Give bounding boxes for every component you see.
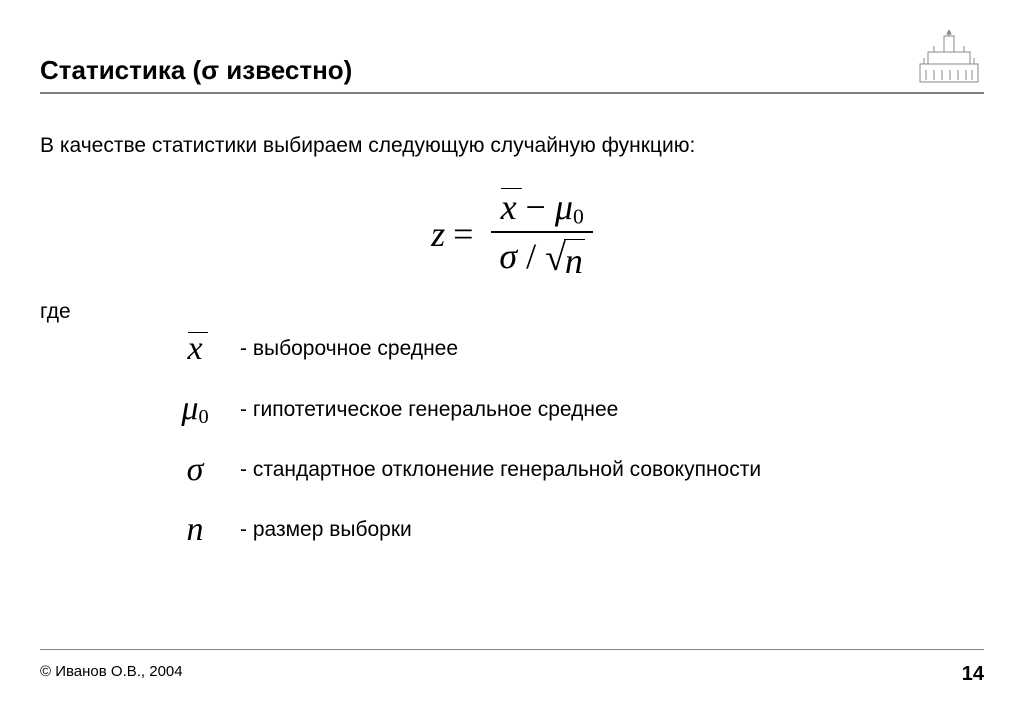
page-number: 14 <box>962 663 984 686</box>
footer-divider <box>40 649 984 650</box>
def-symbol-mu0: μ0 <box>160 390 230 429</box>
def-symbol-xbar: x <box>160 330 230 368</box>
definitions-list: x - выборочное среднее μ0 - гипотетическ… <box>160 330 984 549</box>
definition-row: n - размер выборки <box>160 511 984 549</box>
def-symbol-n: n <box>160 511 230 549</box>
equals-sign: = <box>453 213 473 255</box>
definition-row: x - выборочное среднее <box>160 330 984 368</box>
sqrt-arg: n <box>564 239 585 282</box>
def-desc: - гипотетическое генеральное среднее <box>240 398 618 422</box>
fraction-line <box>491 231 593 233</box>
fraction: x − μ0 σ / √ n <box>491 186 593 282</box>
formula-lhs: z <box>431 213 445 255</box>
page-title: Статистика (σ известно) <box>40 55 352 86</box>
definition-row: μ0 - гипотетическое генеральное среднее <box>160 390 984 429</box>
def-desc: - стандартное отклонение генеральной сов… <box>240 458 761 482</box>
mu-symbol: μ <box>555 187 573 227</box>
slash-sign: / <box>526 236 545 276</box>
institution-logo <box>914 30 984 86</box>
copyright-text: © Иванов О.В., 2004 <box>40 663 183 680</box>
z-statistic-formula: z = x − μ0 σ / √ n <box>431 186 593 282</box>
def-desc: - выборочное среднее <box>240 337 458 361</box>
intro-text: В качестве статистики выбираем следующую… <box>40 134 984 158</box>
sigma-symbol: σ <box>499 236 517 276</box>
definition-row: σ - стандартное отклонение генеральной с… <box>160 451 984 489</box>
numerator: x − μ0 <box>493 186 592 229</box>
def-symbol-sigma: σ <box>160 451 230 489</box>
minus-sign: − <box>526 187 555 227</box>
header: Статистика (σ известно) <box>40 30 984 94</box>
radical-sign: √ <box>545 241 566 284</box>
xbar-symbol: x <box>501 186 517 228</box>
mu-subscript: 0 <box>573 204 584 228</box>
denominator: σ / √ n <box>491 235 593 282</box>
formula-block: z = x − μ0 σ / √ n <box>40 186 984 282</box>
def-desc: - размер выборки <box>240 518 412 542</box>
where-label: где <box>40 300 984 324</box>
sqrt: √ n <box>545 239 585 282</box>
